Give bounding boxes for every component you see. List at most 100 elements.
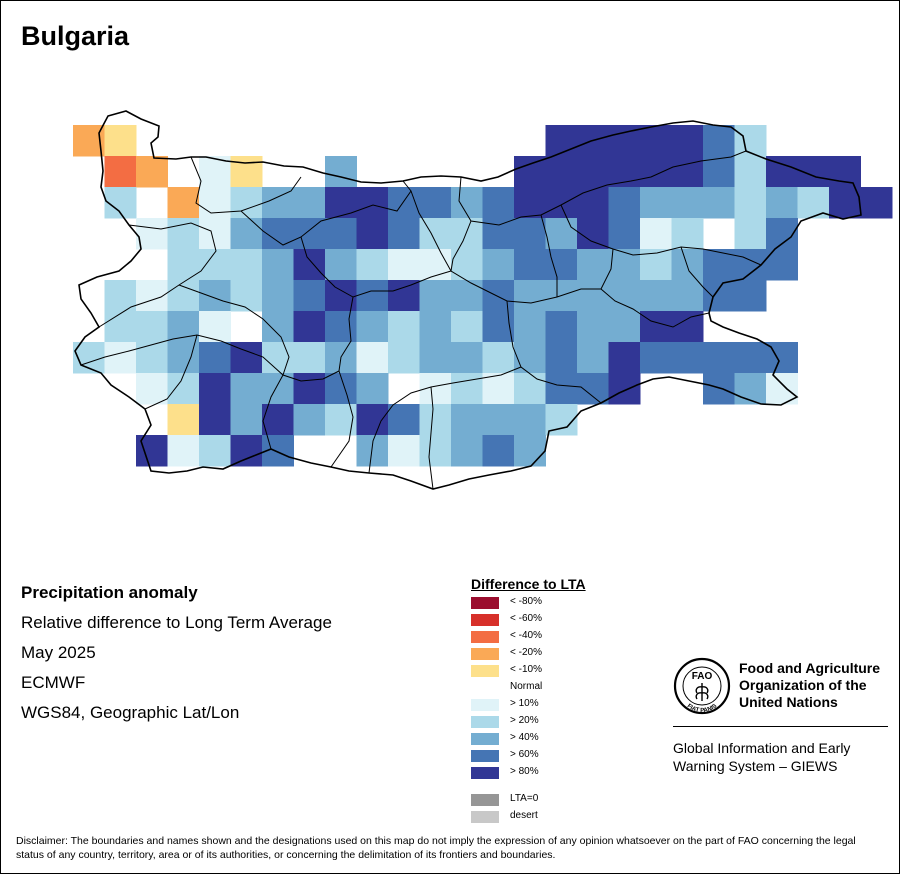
anomaly-cell: [451, 187, 483, 219]
legend-label: > 80%: [510, 766, 539, 777]
anomaly-cell: [451, 280, 483, 312]
anomaly-cell: [167, 280, 200, 312]
anomaly-cell: [104, 156, 137, 188]
anomaly-cell: [230, 404, 263, 436]
anomaly-cell: [419, 311, 452, 343]
anomaly-cell: [577, 373, 609, 405]
anomaly-cell: [514, 373, 546, 405]
anomaly-cell: [104, 125, 137, 157]
legend-label: Normal: [510, 681, 543, 692]
anomaly-cell: [608, 342, 641, 374]
anomaly-cell: [262, 373, 294, 405]
anomaly-cell: [514, 187, 546, 219]
anomaly-cell: [545, 373, 578, 405]
legend-label: < -60%: [510, 613, 542, 624]
legend-label: desert: [510, 810, 538, 821]
anomaly-cell: [545, 218, 578, 250]
fao-logo-icon: FAO: [673, 657, 731, 715]
period: May 2025: [21, 643, 96, 662]
anomaly-cell: [671, 249, 704, 281]
anomaly-cell: [734, 373, 767, 405]
anomaly-cell: [671, 125, 704, 157]
anomaly-cell: [514, 342, 546, 374]
anomaly-cell: [734, 187, 767, 219]
anomaly-cell: [514, 218, 546, 250]
svg-text:FIAT PANIS: FIAT PANIS: [686, 703, 718, 714]
anomaly-cell: [451, 249, 483, 281]
anomaly-cell: [734, 218, 767, 250]
anomaly-cell: [514, 435, 546, 467]
anomaly-cell: [293, 373, 326, 405]
anomaly-cell: [230, 187, 263, 219]
anomaly-cell: [388, 249, 420, 281]
anomaly-cell: [262, 249, 294, 281]
legend-swatch: [471, 767, 499, 779]
anomaly-cell: [734, 156, 767, 188]
legend-swatch: [471, 648, 499, 660]
anomaly-cell: [451, 373, 483, 405]
anomaly-cell: [262, 280, 294, 312]
anomaly-cell: [608, 156, 641, 188]
anomaly-cell: [356, 187, 389, 219]
anomaly-cell: [167, 311, 200, 343]
anomaly-cell: [640, 156, 672, 188]
anomaly-cell: [608, 249, 641, 281]
anomaly-cell: [545, 125, 578, 157]
anomaly-cell: [734, 342, 767, 374]
anomaly-cell: [104, 342, 137, 374]
anomaly-cell: [703, 125, 735, 157]
legend-label: < -20%: [510, 647, 542, 658]
anomaly-cell: [230, 156, 263, 188]
anomaly-cell: [734, 125, 767, 157]
fao-motto: FIAT PANIS: [686, 703, 718, 714]
anomaly-cell: [262, 311, 294, 343]
legend-swatch: [471, 665, 499, 677]
anomaly-cell: [640, 311, 672, 343]
anomaly-cell: [199, 435, 231, 467]
anomaly-cell: [136, 156, 168, 188]
fao-name-line-1: Food and Agriculture: [739, 660, 881, 676]
anomaly-cell: [640, 125, 672, 157]
anomaly-cell: [482, 280, 515, 312]
anomaly-cell: [482, 435, 515, 467]
anomaly-cell: [419, 187, 452, 219]
anomaly-cell: [356, 435, 389, 467]
anomaly-cell: [545, 156, 578, 188]
anomaly-cell: [199, 373, 231, 405]
anomaly-cell: [451, 311, 483, 343]
anomaly-cell: [514, 404, 546, 436]
anomaly-cell: [703, 373, 735, 405]
anomaly-cell: [419, 435, 452, 467]
anomaly-cell: [388, 187, 420, 219]
anomaly-cell: [230, 249, 263, 281]
anomaly-cell: [230, 218, 263, 250]
anomaly-cell: [356, 373, 389, 405]
giews-line-1: Global Information and Early: [673, 740, 851, 756]
legend-swatch: [471, 716, 499, 728]
anomaly-cell: [640, 280, 672, 312]
anomaly-cell: [356, 280, 389, 312]
anomaly-cell: [388, 435, 420, 467]
anomaly-cell: [640, 342, 672, 374]
anomaly-cell: [545, 187, 578, 219]
legend-swatch: [471, 750, 499, 762]
anomaly-cell: [356, 218, 389, 250]
anomaly-cell: [703, 280, 735, 312]
anomaly-cell: [388, 404, 420, 436]
anomaly-cell: [136, 373, 168, 405]
anomaly-cell: [325, 156, 357, 188]
anomaly-cell: [577, 156, 609, 188]
legend-label: < -10%: [510, 664, 542, 675]
anomaly-cell: [608, 311, 641, 343]
anomaly-cell: [325, 249, 357, 281]
precipitation-anomaly-map: [73, 110, 893, 490]
anomaly-cell: [230, 435, 263, 467]
anomaly-cell: [167, 373, 200, 405]
anomaly-cell: [703, 249, 735, 281]
anomaly-cell: [671, 280, 704, 312]
legend-swatch: [471, 597, 499, 609]
anomaly-cell: [671, 218, 704, 250]
anomaly-cell: [199, 342, 231, 374]
anomaly-cell: [640, 218, 672, 250]
anomaly-cell: [293, 342, 326, 374]
